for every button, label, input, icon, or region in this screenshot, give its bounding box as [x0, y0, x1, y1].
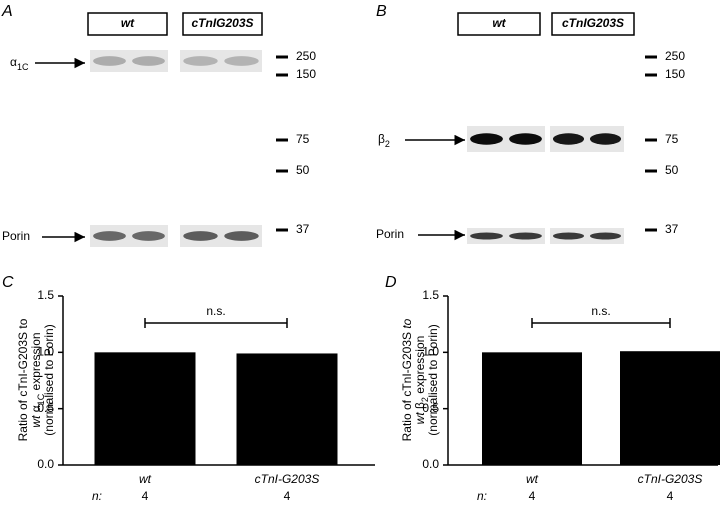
- panel-label: C: [2, 274, 14, 291]
- text-part: 2: [385, 139, 390, 149]
- blot-band: [470, 133, 503, 145]
- text-part: 2: [420, 397, 430, 402]
- y-axis-label: (normalised to Porin): [42, 324, 56, 435]
- text-part: β: [378, 132, 385, 146]
- bar: [482, 352, 582, 465]
- loading-label: Porin: [376, 227, 404, 241]
- blot-band: [183, 231, 218, 241]
- text-part: wt: [413, 412, 427, 425]
- group-box: [457, 12, 541, 36]
- x-tick-label: cTnI-G203S: [255, 472, 320, 486]
- text-part: α: [29, 405, 43, 415]
- blot-band: [93, 56, 126, 66]
- annotation: n.s.: [591, 304, 610, 318]
- marker-label: 150: [665, 67, 685, 81]
- group-box: [551, 12, 635, 36]
- marker-label: 250: [665, 49, 685, 63]
- y-tick-label: 0.5: [37, 401, 54, 415]
- n-value: 4: [142, 489, 149, 503]
- y-tick-label: 0.5: [422, 401, 439, 415]
- annotation: n.s.: [206, 304, 225, 318]
- y-axis-label: wt α1C expression: [29, 332, 46, 427]
- loading-label: Porin: [2, 229, 30, 243]
- text-part: to: [400, 318, 414, 328]
- blot-background: [180, 225, 262, 247]
- x-tick-label: wt: [526, 472, 539, 486]
- text-part: (normalised to Porin): [426, 324, 440, 435]
- text-part: 1C: [17, 62, 29, 72]
- target-label: α1C: [10, 55, 29, 72]
- panel-label: A: [1, 3, 13, 20]
- group-box: [87, 12, 168, 36]
- text-part: expression: [413, 336, 427, 397]
- marker-label: 37: [665, 222, 679, 236]
- bar: [94, 352, 196, 465]
- y-tick-label: 1.0: [37, 345, 54, 359]
- bar: [620, 351, 720, 465]
- marker-label: 75: [665, 132, 679, 146]
- group-label: wt: [492, 16, 506, 30]
- text-part: Ratio of cTnI-G203S to: [16, 318, 30, 441]
- y-tick-label: 1.5: [422, 288, 439, 302]
- significance-bracket: [531, 318, 671, 328]
- blot-band: [224, 231, 259, 241]
- y-axis-label: wt β2 expression: [413, 336, 430, 425]
- text-part: Ratio of cTnI-G203S: [400, 329, 414, 442]
- text-part: (normalised to Porin): [42, 324, 56, 435]
- group-label: cTnIG203S: [191, 16, 253, 30]
- y-tick-label: 1.0: [422, 345, 439, 359]
- y-axis-label: Ratio of cTnI-G203S to: [400, 318, 414, 441]
- text-part: expression: [29, 332, 43, 393]
- y-axis-label: (normalised to Porin): [426, 324, 440, 435]
- blot-background: [467, 228, 545, 244]
- blot-band: [183, 56, 218, 66]
- marker-label: 50: [665, 163, 679, 177]
- blot-band: [224, 56, 259, 66]
- blot-background: [550, 228, 624, 244]
- blot-band: [93, 231, 126, 241]
- n-label: n:: [477, 489, 487, 503]
- blot-band: [470, 232, 503, 240]
- x-tick-label: cTnI-G203S: [638, 472, 703, 486]
- blot-band: [552, 133, 585, 145]
- text-part: 1C: [36, 393, 46, 405]
- group-box: [182, 12, 263, 36]
- significance-bracket: [144, 318, 288, 328]
- bar: [236, 353, 338, 465]
- marker-label: 250: [296, 49, 316, 63]
- n-label: n:: [92, 489, 102, 503]
- blot-band: [509, 133, 542, 145]
- marker-label: 37: [296, 222, 310, 236]
- marker-label: 150: [296, 67, 316, 81]
- blot-background: [180, 50, 262, 72]
- x-tick-label: wt: [139, 472, 152, 486]
- blot-band: [589, 232, 622, 240]
- text-part: α: [10, 55, 17, 69]
- target-label: β2: [378, 132, 390, 149]
- n-value: 4: [284, 489, 291, 503]
- text-part: wt: [29, 415, 43, 428]
- blot-band: [552, 232, 585, 240]
- group-label: cTnIG203S: [562, 16, 624, 30]
- n-value: 4: [667, 489, 674, 503]
- marker-label: 75: [296, 132, 310, 146]
- y-tick-label: 0.0: [37, 457, 54, 471]
- marker-label: 50: [296, 163, 310, 177]
- panel-label: D: [385, 274, 397, 291]
- n-value: 4: [529, 489, 536, 503]
- blot-band: [132, 231, 165, 241]
- y-axis-label: Ratio of cTnI-G203S to: [16, 318, 30, 441]
- y-tick-label: 0.0: [422, 457, 439, 471]
- blot-background: [90, 225, 168, 247]
- blot-band: [132, 56, 165, 66]
- y-tick-label: 1.5: [37, 288, 54, 302]
- group-label: wt: [121, 16, 135, 30]
- text-part: β: [413, 402, 427, 412]
- blot-band: [509, 232, 542, 240]
- panel-label: B: [376, 3, 387, 20]
- blot-background: [90, 50, 168, 72]
- blot-band: [589, 133, 622, 145]
